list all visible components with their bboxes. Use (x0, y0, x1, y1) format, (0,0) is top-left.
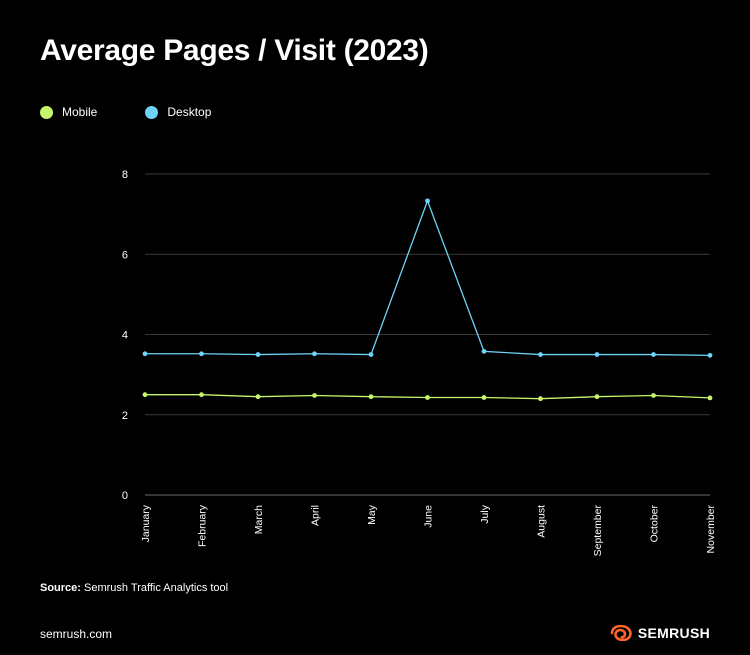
series-line-desktop (145, 199, 711, 357)
brand-logo: SEMRUSH (610, 625, 710, 641)
semrush-flame-icon (610, 625, 632, 641)
data-point-mobile (255, 394, 261, 400)
legend-label-mobile: Mobile (62, 105, 98, 119)
x-tick-label: January (140, 504, 152, 542)
legend-swatch-mobile (40, 105, 53, 119)
data-point-desktop (199, 351, 204, 357)
y-tick-label: 6 (122, 249, 128, 261)
legend-item-desktop: Desktop (145, 105, 211, 119)
data-point-desktop (312, 351, 317, 357)
x-tick-label: September (592, 505, 604, 557)
x-tick-label: July (479, 504, 491, 523)
data-point-desktop (425, 198, 430, 204)
data-point-desktop (594, 352, 600, 357)
y-tick-label: 2 (122, 410, 128, 422)
brand-name: SEMRUSH (637, 625, 710, 641)
data-point-mobile (651, 393, 656, 398)
y-tick-label: 8 (122, 169, 128, 181)
y-tick-label: 0 (122, 490, 128, 502)
x-tick-label: February (197, 504, 209, 547)
chart-title: Average Pages / Visit (2023) (40, 34, 429, 67)
data-point-desktop (651, 352, 656, 357)
x-tick-label: April (310, 505, 322, 526)
data-point-desktop (538, 352, 543, 357)
legend-swatch-desktop (145, 105, 159, 119)
data-point-mobile (425, 395, 430, 400)
footer-domain: semrush.com (40, 627, 113, 641)
source-label: Source: (40, 582, 81, 594)
x-tick-label: March (253, 505, 265, 534)
data-point-desktop (255, 352, 261, 357)
legend-item-mobile: Mobile (40, 105, 97, 119)
source-text: Semrush Traffic Analytics tool (84, 582, 229, 594)
data-point-mobile (594, 394, 600, 400)
x-tick-label: November (705, 504, 717, 553)
data-point-mobile (368, 394, 374, 400)
x-tick-label: October (649, 505, 661, 543)
data-point-mobile (142, 392, 148, 398)
data-point-mobile (538, 396, 543, 402)
x-tick-label: June (423, 505, 435, 528)
data-point-mobile (312, 393, 317, 398)
data-point-mobile (707, 395, 713, 401)
x-tick-label: August (536, 505, 548, 538)
legend-label-desktop: Desktop (167, 105, 212, 119)
data-point-desktop (707, 352, 713, 358)
legend: Mobile Desktop (40, 105, 211, 119)
data-point-desktop (142, 351, 148, 357)
data-point-desktop (481, 348, 487, 354)
y-tick-label: 4 (122, 330, 128, 342)
source-note: Source: Semrush Traffic Analytics tool (40, 582, 228, 594)
x-tick-label: May (366, 504, 378, 525)
data-point-mobile (199, 392, 204, 398)
data-point-desktop (368, 352, 374, 357)
data-point-mobile (481, 395, 487, 400)
